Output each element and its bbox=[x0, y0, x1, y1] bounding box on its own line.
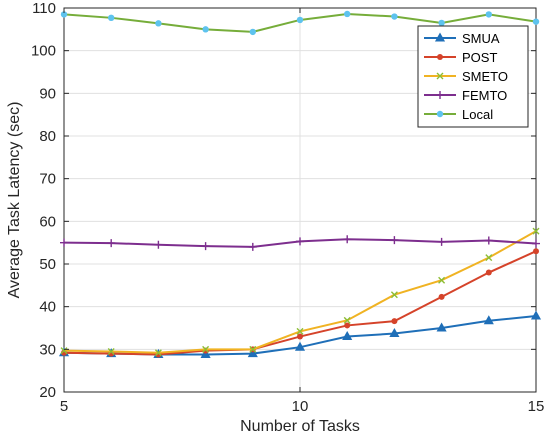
x-marker bbox=[436, 72, 444, 80]
dot-marker bbox=[249, 28, 256, 36]
y-tick-label: 100 bbox=[31, 43, 56, 60]
y-tick-label: 20 bbox=[39, 384, 56, 401]
x-marker bbox=[60, 347, 68, 355]
triangle-marker bbox=[530, 310, 542, 320]
dot-marker bbox=[60, 11, 68, 18]
series-femto bbox=[60, 235, 540, 251]
legend-label: Local bbox=[462, 107, 493, 122]
dot-marker bbox=[533, 248, 539, 255]
y-tick-label: 90 bbox=[39, 85, 56, 102]
legend-item-smua: SMUA bbox=[424, 31, 500, 46]
dot-marker bbox=[391, 13, 398, 20]
legend-item-femto: FEMTO bbox=[424, 88, 507, 103]
y-tick-label: 50 bbox=[39, 256, 56, 273]
x-axis-title: Number of Tasks bbox=[240, 418, 360, 435]
series-group bbox=[58, 10, 542, 358]
dot-marker bbox=[108, 14, 115, 22]
y-tick-label: 70 bbox=[39, 171, 56, 188]
plus-marker bbox=[437, 237, 446, 246]
x-tick-label: 10 bbox=[292, 398, 309, 415]
dot-marker bbox=[436, 110, 444, 118]
triangle-marker bbox=[389, 328, 400, 338]
x-marker bbox=[390, 291, 398, 299]
plus-marker bbox=[436, 91, 444, 99]
legend-label: SMUA bbox=[462, 31, 500, 46]
series-smeto bbox=[60, 227, 540, 357]
x-marker bbox=[343, 316, 351, 324]
x-marker bbox=[202, 345, 210, 353]
legend-label: SMETO bbox=[462, 69, 508, 84]
legend-label: POST bbox=[462, 50, 497, 65]
plus-marker bbox=[532, 239, 540, 248]
dot-marker bbox=[485, 269, 492, 276]
legend-item-smeto: SMETO bbox=[424, 69, 508, 84]
dot-marker bbox=[344, 10, 351, 18]
y-tick-label: 110 bbox=[32, 0, 56, 17]
y-axis-title: Average Task Latency (sec) bbox=[6, 102, 23, 299]
tick-labels: 20 30 40 50 60 70 80 90 100 110 5 10 15 bbox=[31, 0, 544, 415]
triangle-marker bbox=[294, 341, 306, 351]
triangle-marker bbox=[483, 315, 494, 325]
plus-marker bbox=[248, 242, 257, 251]
y-tick-label: 40 bbox=[39, 299, 56, 316]
dot-marker bbox=[438, 19, 445, 27]
dot-marker bbox=[485, 11, 492, 18]
legend: SMUA POST SMETO FEMTO Local bbox=[417, 25, 529, 128]
triangle-marker bbox=[247, 348, 258, 358]
y-tick-label: 30 bbox=[39, 341, 56, 358]
plus-marker bbox=[390, 236, 399, 245]
x-tick-label: 15 bbox=[528, 398, 545, 415]
x-marker bbox=[532, 227, 540, 235]
y-tick-label: 80 bbox=[39, 128, 56, 145]
dot-marker bbox=[438, 293, 445, 300]
x-marker bbox=[296, 327, 304, 335]
dot-marker bbox=[391, 318, 398, 325]
plus-marker bbox=[296, 237, 304, 246]
legend-item-post: POST bbox=[424, 50, 497, 65]
plus-marker bbox=[107, 239, 116, 248]
dot-marker bbox=[155, 20, 162, 27]
x-marker bbox=[107, 347, 115, 355]
triangle-marker bbox=[200, 348, 211, 358]
plus-marker bbox=[343, 235, 352, 244]
plus-marker bbox=[154, 240, 163, 249]
triangle-marker bbox=[342, 331, 353, 341]
dot-marker bbox=[344, 322, 351, 329]
triangle-marker bbox=[436, 322, 447, 332]
dot-marker bbox=[532, 18, 540, 25]
x-marker bbox=[154, 349, 162, 357]
x-marker bbox=[485, 254, 493, 262]
series-local bbox=[60, 10, 540, 36]
y-tick-label: 60 bbox=[39, 213, 56, 230]
plus-marker bbox=[484, 236, 493, 245]
dot-marker bbox=[297, 333, 303, 340]
x-tick-label: 5 bbox=[60, 398, 68, 415]
dot-marker bbox=[296, 16, 304, 24]
plus-marker bbox=[201, 242, 210, 251]
legend-item-local: Local bbox=[424, 107, 493, 122]
dot-marker bbox=[437, 54, 443, 60]
triangle-marker bbox=[434, 32, 446, 42]
x-marker bbox=[438, 276, 446, 284]
dot-marker bbox=[202, 26, 209, 33]
x-marker bbox=[249, 345, 257, 353]
plus-marker bbox=[60, 238, 68, 247]
legend-label: FEMTO bbox=[462, 88, 507, 103]
